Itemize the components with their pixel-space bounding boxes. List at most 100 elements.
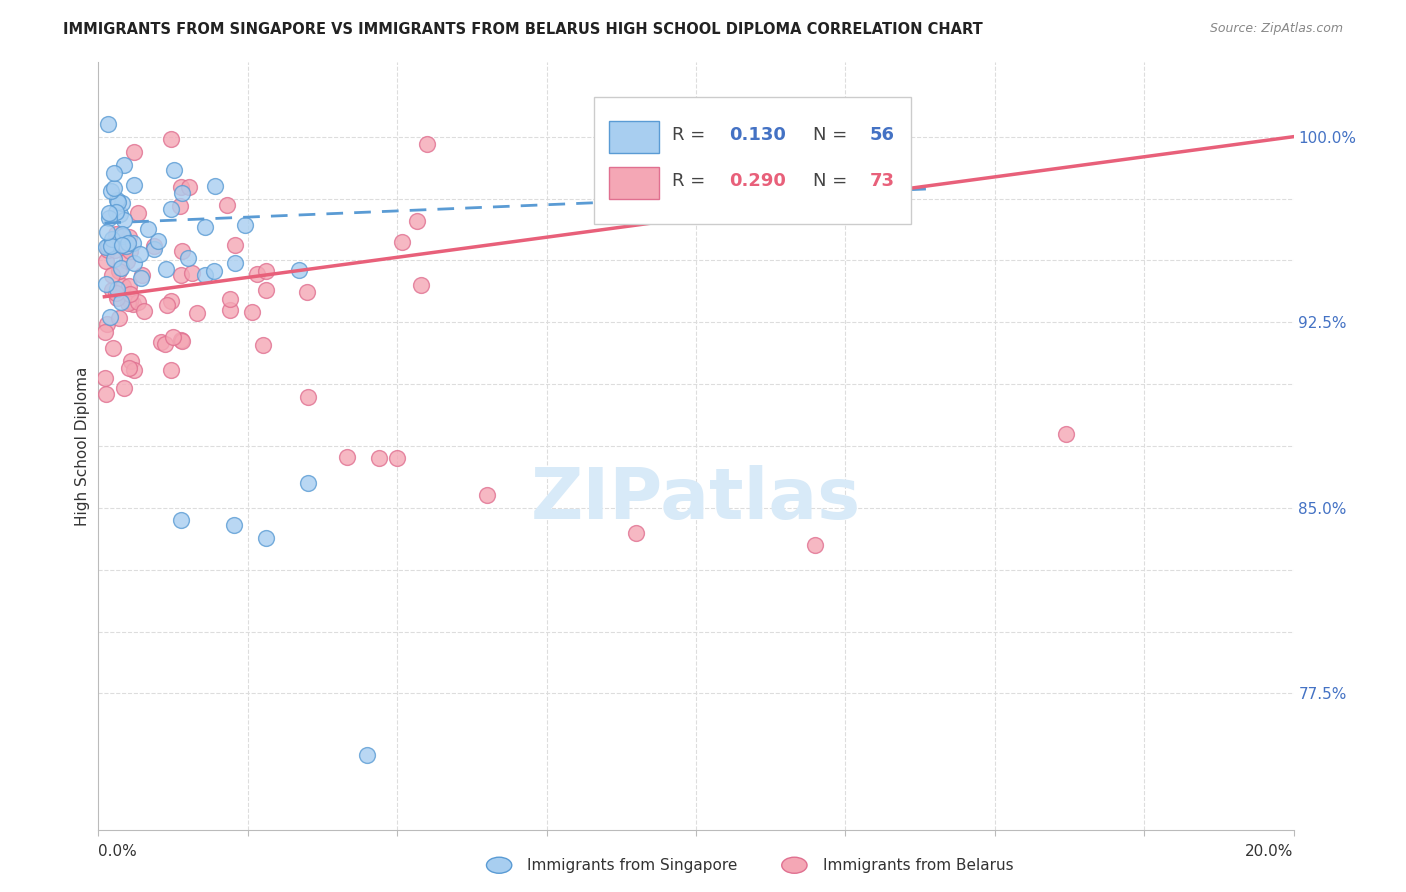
Point (170, 334, 193, 349)
Point (475, 488, 498, 502)
Point (120, 244, 142, 258)
Point (131, 268, 153, 282)
Point (163, 163, 186, 178)
Point (101, 268, 124, 282)
Point (162, 330, 184, 344)
Point (655, 151, 678, 165)
Point (120, 354, 142, 368)
Point (94, 277, 117, 292)
Text: 20.0%: 20.0% (1246, 845, 1294, 859)
Point (295, 285, 318, 300)
Point (112, 213, 135, 227)
Point (97, 117, 120, 131)
Text: Immigrants from Singapore: Immigrants from Singapore (527, 858, 738, 872)
Point (100, 185, 122, 199)
Point (96, 318, 118, 332)
Point (97, 211, 120, 225)
Point (122, 363, 145, 377)
Text: 0.0%: 0.0% (98, 845, 138, 859)
Point (242, 305, 264, 319)
Point (112, 228, 135, 243)
Point (111, 238, 134, 252)
Point (104, 286, 127, 301)
Point (111, 195, 134, 210)
Point (287, 263, 309, 277)
Point (180, 266, 202, 280)
Point (118, 360, 141, 375)
Point (194, 219, 217, 234)
Point (222, 518, 245, 533)
Point (117, 254, 139, 268)
Point (336, 450, 359, 464)
Point (160, 294, 183, 309)
Point (127, 205, 149, 219)
Point (96, 240, 118, 254)
Point (118, 279, 141, 293)
Point (105, 227, 128, 241)
Point (93, 326, 115, 340)
Point (108, 264, 131, 278)
Text: IMMIGRANTS FROM SINGAPORE VS IMMIGRANTS FROM BELARUS HIGH SCHOOL DIPLOMA CORRELA: IMMIGRANTS FROM SINGAPORE VS IMMIGRANTS … (63, 22, 983, 37)
Point (297, 390, 319, 404)
Point (186, 305, 208, 319)
Point (170, 268, 193, 282)
Point (160, 132, 183, 146)
Point (105, 292, 128, 306)
Point (177, 251, 200, 265)
Text: ZIPatlas: ZIPatlas (531, 466, 860, 534)
Point (104, 243, 127, 257)
Point (96, 225, 118, 239)
Point (804, 538, 827, 552)
Point (120, 286, 142, 301)
Point (218, 302, 240, 317)
Point (104, 205, 127, 219)
Text: R =: R = (672, 127, 711, 145)
Point (122, 178, 145, 193)
Point (94, 370, 117, 384)
Point (97, 206, 120, 220)
Point (254, 263, 277, 277)
Point (204, 179, 226, 194)
Point (254, 531, 277, 545)
Point (149, 334, 172, 349)
Point (112, 158, 135, 172)
Point (159, 363, 181, 377)
Point (170, 186, 193, 200)
Point (110, 294, 132, 309)
Point (122, 255, 145, 269)
Point (155, 336, 177, 351)
Point (103, 252, 125, 267)
Point (405, 214, 427, 228)
Point (122, 297, 145, 311)
Point (246, 267, 269, 281)
Point (100, 239, 122, 253)
Point (416, 137, 439, 152)
Text: 0.130: 0.130 (730, 127, 786, 145)
Text: Immigrants from Belarus: Immigrants from Belarus (823, 858, 1014, 872)
Point (112, 381, 135, 395)
Point (111, 279, 134, 293)
Point (1056, 426, 1078, 441)
Point (115, 239, 138, 253)
Point (117, 296, 139, 310)
Point (101, 232, 124, 246)
Text: N =: N = (813, 172, 853, 190)
Point (169, 199, 191, 213)
Point (142, 239, 165, 253)
Point (142, 242, 165, 256)
Point (129, 246, 152, 260)
Point (100, 283, 122, 297)
FancyBboxPatch shape (609, 167, 659, 199)
Point (224, 237, 246, 252)
Point (101, 341, 124, 355)
Point (368, 451, 391, 466)
Point (121, 236, 143, 251)
Point (356, 748, 378, 763)
Text: N =: N = (813, 127, 853, 145)
Text: 0.290: 0.290 (730, 172, 786, 190)
Point (252, 338, 274, 352)
Point (105, 282, 128, 296)
Point (103, 166, 125, 180)
Point (217, 197, 239, 211)
Point (108, 310, 131, 325)
